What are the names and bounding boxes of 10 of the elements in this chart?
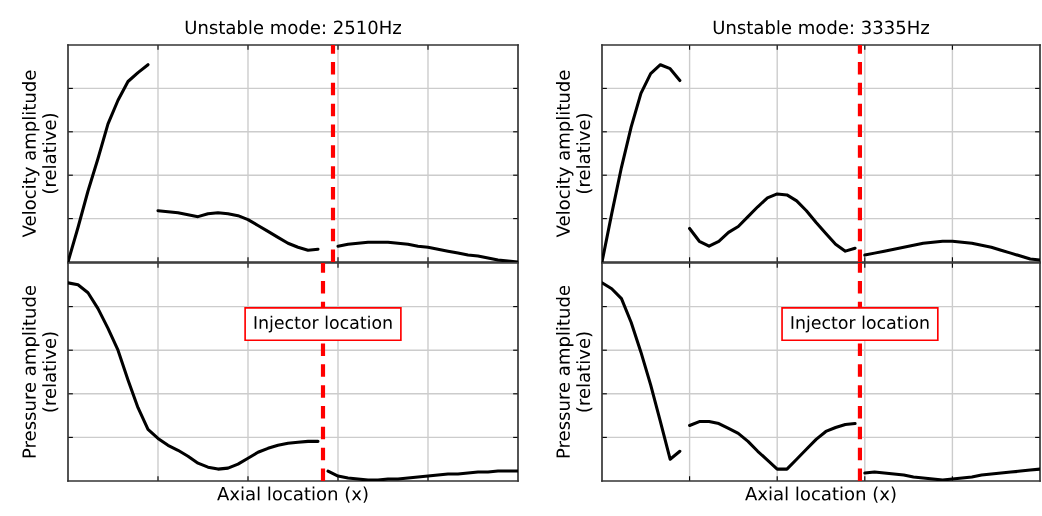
annotation: Injector location	[791, 315, 929, 333]
y-axis-title: Velocity amplitude (relative)	[555, 70, 593, 238]
x-axis-title: Axial location (x)	[217, 486, 368, 503]
chart-title: Unstable mode: 3335Hz	[713, 20, 930, 35]
y-axis-title: Velocity amplitude (relative)	[21, 70, 59, 238]
chart-title: Unstable mode: 2510Hz	[185, 20, 402, 35]
y-axis-title: Pressure amplitude (relative)	[21, 285, 59, 458]
y-axis-title: Pressure amplitude (relative)	[555, 285, 593, 458]
x-axis-title: Axial location (x)	[745, 486, 896, 503]
annotation: Injector location	[254, 315, 392, 333]
